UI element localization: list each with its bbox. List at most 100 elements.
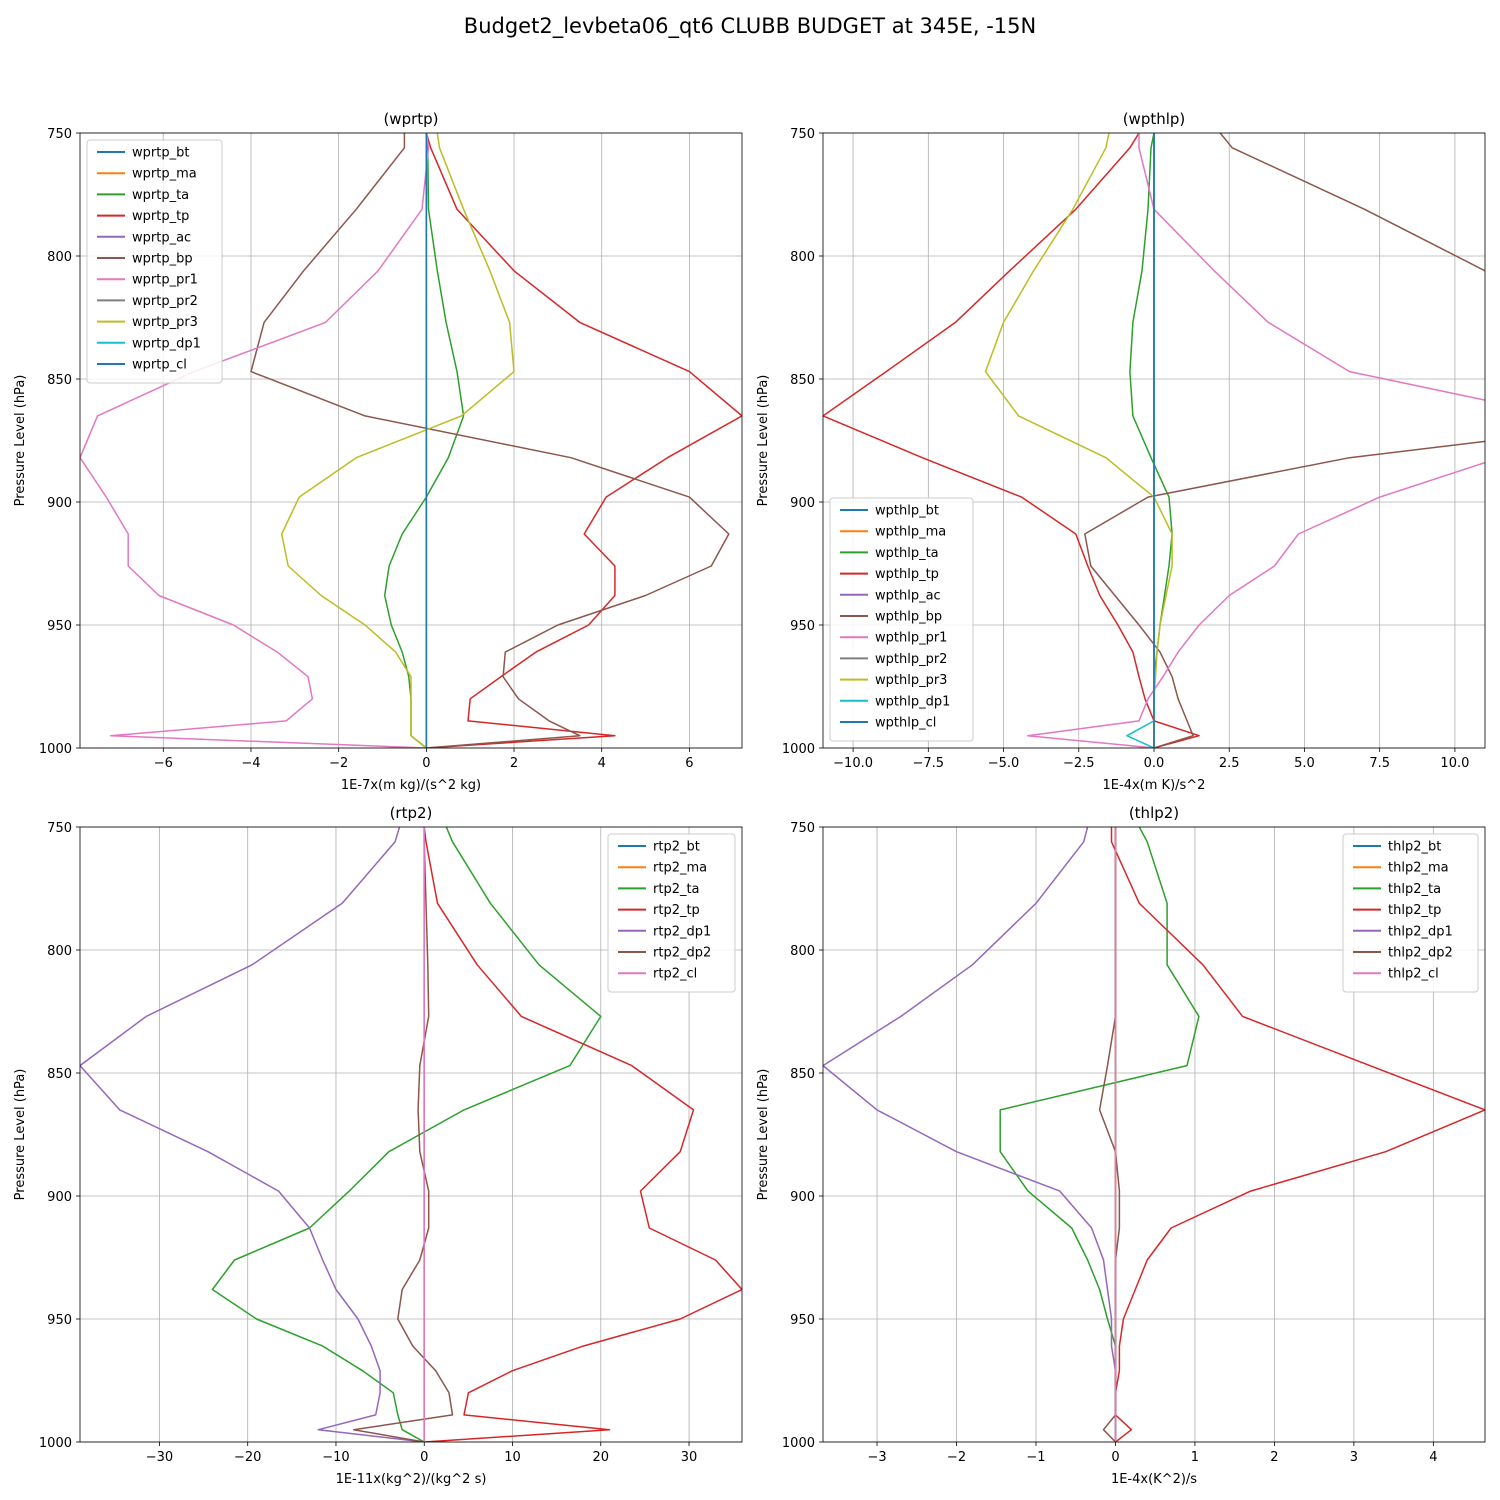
y-tick-label: 950 <box>47 619 72 634</box>
series-line-wprtp_pr1 <box>80 133 430 748</box>
y-tick-label: 800 <box>790 250 815 265</box>
y-tick-label: 800 <box>790 944 815 959</box>
series-line-rtp2_dp1 <box>80 827 425 1442</box>
y-tick-label: 850 <box>47 373 72 388</box>
x-tick-label: −2 <box>329 756 348 771</box>
legend-label-wpthlp_dp1: wpthlp_dp1 <box>875 694 950 709</box>
y-tick-label: 900 <box>47 1190 72 1205</box>
legend-label-wpthlp_ta: wpthlp_ta <box>875 546 939 561</box>
x-tick-label: 3 <box>1350 1450 1358 1465</box>
series-line-thlp2_ta <box>999 827 1200 1442</box>
y-tick-label: 750 <box>47 127 72 142</box>
series-line-wpthlp_pr1 <box>1026 133 1485 748</box>
x-tick-label: 4 <box>598 756 606 771</box>
legend-label-wpthlp_pr3: wpthlp_pr3 <box>875 673 947 688</box>
legend-label-wpthlp_ac: wpthlp_ac <box>875 588 941 603</box>
y-tick-label: 950 <box>790 1313 815 1328</box>
series-lines <box>823 133 1485 748</box>
y-tick-label: 750 <box>47 821 72 836</box>
series-line-wpthlp_ta <box>1129 133 1173 748</box>
legend-label-rtp2_dp1: rtp2_dp1 <box>653 924 711 939</box>
series-line-rtp2_tp <box>423 827 742 1442</box>
y-tick-label: 850 <box>47 1067 72 1082</box>
x-tick-label: −2.5 <box>1063 756 1095 771</box>
y-tick-label: 950 <box>790 619 815 634</box>
legend-label-thlp2_dp1: thlp2_dp1 <box>1388 924 1453 939</box>
legend-label-wprtp_tp: wprtp_tp <box>132 209 189 224</box>
y-tick-label: 950 <box>47 1313 72 1328</box>
x-axis-label: 1E-4x(K^2)/s <box>1111 1472 1197 1487</box>
series-line-wprtp_tp <box>425 133 742 748</box>
x-tick-label: 2 <box>510 756 518 771</box>
x-tick-label: 7.5 <box>1369 756 1390 771</box>
x-tick-label: −10 <box>322 1450 349 1465</box>
x-tick-label: 6 <box>685 756 693 771</box>
x-tick-label: −5.0 <box>988 756 1020 771</box>
x-axis-label: 1E-4x(m K)/s^2 <box>1103 778 1206 793</box>
legend-label-rtp2_dp2: rtp2_dp2 <box>653 946 711 961</box>
y-axis-label: Pressure Level (hPa) <box>13 375 28 507</box>
y-tick-label: 1000 <box>782 742 815 757</box>
legend-label-thlp2_ma: thlp2_ma <box>1388 861 1449 876</box>
y-tick-label: 900 <box>790 1190 815 1205</box>
y-tick-label: 900 <box>47 496 72 511</box>
y-axis-label: Pressure Level (hPa) <box>756 375 771 507</box>
y-tick-label: 800 <box>47 944 72 959</box>
x-tick-label: 20 <box>592 1450 609 1465</box>
x-tick-label: 10.0 <box>1440 756 1469 771</box>
legend-label-wprtp_bt: wprtp_bt <box>132 146 189 161</box>
legend-label-wprtp_ac: wprtp_ac <box>132 230 191 245</box>
legend: rtp2_bt rtp2_ma rtp2_ta rtp2_tp rtp2_dp1 rtp2… <box>607 833 736 993</box>
legend-label-thlp2_dp2: thlp2_dp2 <box>1388 946 1453 961</box>
series-line-wpthlp_tp <box>823 133 1200 748</box>
series-line-wpthlp_bp <box>1084 133 1485 748</box>
y-tick-label: 750 <box>790 821 815 836</box>
legend-label-wprtp_pr1: wprtp_pr1 <box>132 273 198 288</box>
x-tick-label: −20 <box>234 1450 261 1465</box>
legend-label-rtp2_bt: rtp2_bt <box>653 840 700 855</box>
x-tick-label: −4 <box>241 756 260 771</box>
legend-label-rtp2_tp: rtp2_tp <box>653 903 700 918</box>
series-line-rtp2_ta <box>211 827 602 1442</box>
y-tick-label: 1000 <box>39 742 72 757</box>
x-axis-label: 1E-11x(kg^2)/(kg^2 s) <box>336 1472 487 1487</box>
axes-frame <box>79 826 743 1443</box>
panel-title: (wpthlp) <box>1123 110 1186 128</box>
series-lines <box>80 133 742 748</box>
legend-label-wpthlp_bt: wpthlp_bt <box>875 504 939 519</box>
legend: thlp2_bt thlp2_ma thlp2_ta thlp2_tp thlp2_dp… <box>1342 833 1479 993</box>
x-tick-label: −1 <box>1026 1450 1045 1465</box>
legend-label-wpthlp_cl: wpthlp_cl <box>875 716 936 731</box>
x-tick-label: −10.0 <box>833 756 873 771</box>
series-line-wprtp_bp <box>250 133 730 748</box>
y-tick-label: 1000 <box>782 1436 815 1451</box>
legend-label-wprtp_pr2: wprtp_pr2 <box>132 294 198 309</box>
series-line-thlp2_dp1 <box>823 827 1117 1442</box>
legend-label-wprtp_ma: wprtp_ma <box>132 167 197 182</box>
series-line-wpthlp_dp1 <box>1126 133 1155 748</box>
series-lines <box>823 827 1485 1442</box>
x-tick-label: 10 <box>504 1450 521 1465</box>
x-tick-label: 4 <box>1429 1450 1437 1465</box>
panel-wprtp: −6 −4 −2 0 2 4 6 750 800 850 900 950 1000 (wprtp) 1E-7… <box>13 110 743 793</box>
legend-label-thlp2_cl: thlp2_cl <box>1388 967 1439 982</box>
legend-label-wpthlp_ma: wpthlp_ma <box>875 525 946 540</box>
legend-label-wprtp_pr3: wprtp_pr3 <box>132 315 198 330</box>
legend-label-wpthlp_bp: wpthlp_bp <box>875 610 942 625</box>
legend-label-wpthlp_pr2: wpthlp_pr2 <box>875 652 947 667</box>
x-tick-label: 2.5 <box>1219 756 1240 771</box>
panel-title: (thlp2) <box>1129 804 1179 822</box>
x-axis-label: 1E-7x(m kg)/(s^2 kg) <box>341 778 481 793</box>
series-line-wprtp_ta <box>383 133 465 748</box>
axes-frame <box>79 132 743 749</box>
y-axis-label: Pressure Level (hPa) <box>13 1069 28 1201</box>
panel-rtp2: −30 −20 −10 0 10 20 30 750 800 850 900 950 1000 (rtp2… <box>13 804 743 1487</box>
x-tick-label: −30 <box>146 1450 173 1465</box>
x-tick-label: 5.0 <box>1294 756 1315 771</box>
x-tick-label: 1 <box>1191 1450 1199 1465</box>
legend-label-wpthlp_tp: wpthlp_tp <box>875 567 939 582</box>
panel-title: (rtp2) <box>390 804 433 822</box>
legend-label-thlp2_ta: thlp2_ta <box>1388 882 1441 897</box>
y-tick-label: 850 <box>790 373 815 388</box>
x-tick-label: 0 <box>422 756 430 771</box>
